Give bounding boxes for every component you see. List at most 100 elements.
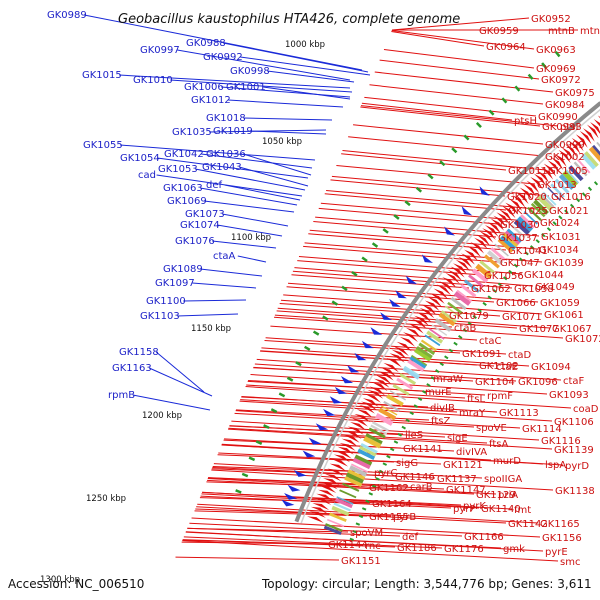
forward-gene-label[interactable]: GK1166 <box>464 532 504 543</box>
forward-gene-label[interactable]: GK1071 <box>502 312 542 323</box>
forward-gene-label[interactable]: murE <box>425 387 452 398</box>
forward-gene-label[interactable]: GK1041 <box>508 246 548 257</box>
forward-gene-label[interactable]: spoIIGA <box>484 474 522 485</box>
forward-gene-label[interactable]: GK1077 <box>519 324 559 335</box>
forward-gene-label[interactable]: GK0975 <box>555 88 595 99</box>
reverse-gene-label[interactable]: GK1043 <box>202 162 242 173</box>
forward-gene-label[interactable]: gmk <box>503 544 525 555</box>
reverse-gene-label[interactable]: GK1069 <box>167 196 207 207</box>
forward-gene-label[interactable]: GK1020 <box>507 192 547 203</box>
forward-gene-label[interactable]: GK1049 <box>535 282 575 293</box>
forward-gene-label[interactable]: GK1113 <box>499 408 539 419</box>
forward-gene-label[interactable]: sigE <box>447 433 468 444</box>
forward-gene-label[interactable]: GK1093 <box>549 390 589 401</box>
forward-gene-label[interactable]: GK1011 <box>508 166 548 177</box>
forward-gene-label[interactable]: coaD <box>573 404 599 415</box>
forward-gene-label[interactable]: GK1037 <box>498 233 538 244</box>
forward-gene-label[interactable]: GK1039 <box>544 258 584 269</box>
forward-gene-label[interactable]: priA <box>498 490 518 501</box>
forward-gene-label[interactable]: GK1147 <box>446 485 486 496</box>
reverse-gene-label[interactable]: GK1019 <box>213 126 253 137</box>
forward-gene-label[interactable]: GK1030 <box>500 220 540 231</box>
forward-gene-label[interactable]: ftsZ <box>431 416 450 427</box>
forward-gene-label[interactable]: GK1129 <box>476 490 516 501</box>
forward-gene-label[interactable]: GK1094 <box>531 362 571 373</box>
reverse-gene-label[interactable]: GK1053 <box>158 164 198 175</box>
reverse-gene-label[interactable]: GK1054 <box>120 153 160 164</box>
forward-gene-label[interactable]: fmt <box>514 505 531 516</box>
forward-gene-label[interactable]: GK1091 <box>462 349 502 360</box>
forward-gene-label[interactable]: divIB <box>430 403 455 414</box>
forward-gene-label[interactable]: pyrP <box>453 504 475 515</box>
forward-gene-label[interactable]: GK1072 <box>565 334 600 345</box>
forward-gene-label[interactable]: GK1155 <box>369 512 409 523</box>
reverse-gene-label[interactable]: GK1055 <box>83 140 123 151</box>
forward-gene-label[interactable]: GK0959 <box>479 26 519 37</box>
forward-gene-label[interactable]: GK1142 <box>508 519 548 530</box>
reverse-gene-label[interactable]: GK1163 <box>112 363 152 374</box>
forward-gene-label[interactable]: GK1021 <box>549 206 589 217</box>
forward-gene-label[interactable]: GK1106 <box>554 417 594 428</box>
forward-gene-label[interactable]: GK0990 <box>538 112 578 123</box>
forward-gene-label[interactable]: GK1067 <box>552 324 592 335</box>
forward-gene-label[interactable]: GK1146 <box>395 472 435 483</box>
forward-gene-label[interactable]: pyrC <box>374 468 397 479</box>
forward-gene-label[interactable]: GK0964 <box>486 42 526 53</box>
forward-gene-label[interactable]: GK1116 <box>541 436 581 447</box>
reverse-gene-label[interactable]: GK1073 <box>185 209 225 220</box>
reverse-gene-label[interactable]: GK0992 <box>203 52 243 63</box>
forward-gene-label[interactable]: ctaD <box>508 350 532 361</box>
forward-gene-label[interactable]: ptsH <box>514 116 537 127</box>
reverse-gene-label[interactable]: GK1035 <box>172 127 212 138</box>
reverse-gene-label[interactable]: GK1018 <box>206 113 246 124</box>
forward-gene-label[interactable]: lspA <box>545 460 566 471</box>
forward-gene-label[interactable]: GK1156 <box>542 533 582 544</box>
forward-gene-label[interactable]: GK1016 <box>551 192 591 203</box>
reverse-gene-label[interactable]: cad <box>138 170 156 181</box>
forward-gene-label[interactable]: GK0963 <box>536 45 576 56</box>
forward-gene-label[interactable]: GK1005 <box>548 166 588 177</box>
forward-gene-label[interactable]: smc <box>560 557 580 568</box>
forward-gene-label[interactable]: GK1138 <box>555 486 595 497</box>
forward-gene-label[interactable]: GK1164 <box>372 499 412 510</box>
forward-gene-label[interactable]: spoVE <box>476 423 507 434</box>
forward-gene-label[interactable]: ftsA <box>489 439 508 450</box>
forward-gene-label[interactable]: ftsL <box>467 394 485 405</box>
forward-gene-label[interactable]: GK1034 <box>539 245 579 256</box>
forward-gene-label[interactable]: ctaF <box>563 376 585 387</box>
forward-gene-label[interactable]: ctaB <box>454 323 477 334</box>
reverse-gene-label[interactable]: GK1100 <box>146 296 186 307</box>
reverse-gene-label[interactable]: GK1015 <box>82 70 122 81</box>
forward-gene-label[interactable]: GK1047 <box>500 258 540 269</box>
forward-gene-label[interactable]: pyrD <box>565 461 589 472</box>
reverse-gene-label[interactable]: GK1010 <box>133 75 173 86</box>
forward-gene-label[interactable]: rpmF <box>487 391 513 402</box>
reverse-gene-label[interactable]: GK1089 <box>163 264 203 275</box>
forward-gene-label[interactable]: GK0999 <box>545 140 585 151</box>
forward-gene-label[interactable]: divIVA <box>456 447 487 458</box>
forward-gene-label[interactable]: GK1031 <box>541 232 581 243</box>
reverse-gene-label[interactable]: GK1103 <box>140 311 180 322</box>
forward-gene-label[interactable]: sigG <box>396 458 418 469</box>
forward-gene-label[interactable]: def <box>402 532 419 543</box>
forward-gene-label[interactable]: GK1121 <box>443 460 483 471</box>
forward-gene-label[interactable]: spoVM <box>350 528 383 539</box>
forward-gene-label[interactable]: GK1062 <box>471 284 511 295</box>
forward-gene-label[interactable]: GK1025 <box>508 206 548 217</box>
forward-gene-label[interactable]: GK0969 <box>536 64 576 75</box>
forward-gene-label[interactable]: GK0984 <box>545 100 585 111</box>
reverse-gene-label[interactable]: GK1042 <box>164 149 204 160</box>
forward-gene-label[interactable]: murD <box>493 456 521 467</box>
forward-gene-label[interactable]: GK1104 <box>475 377 515 388</box>
forward-gene-label[interactable]: GK1079 <box>449 311 489 322</box>
forward-gene-label[interactable]: GK1141 <box>403 444 443 455</box>
forward-gene-label[interactable]: mtnW <box>580 26 600 37</box>
forward-gene-label[interactable]: GK1056 <box>484 271 524 282</box>
reverse-gene-label[interactable]: GK1074 <box>180 220 220 231</box>
forward-gene-label[interactable]: ileS <box>405 430 423 441</box>
forward-gene-label[interactable]: GK1102 <box>479 361 519 372</box>
forward-gene-label[interactable]: GK1061 <box>544 310 584 321</box>
reverse-gene-label[interactable]: rpmB <box>108 390 135 401</box>
forward-gene-label[interactable]: GK1044 <box>524 270 564 281</box>
reverse-gene-label[interactable]: GK1097 <box>155 278 195 289</box>
